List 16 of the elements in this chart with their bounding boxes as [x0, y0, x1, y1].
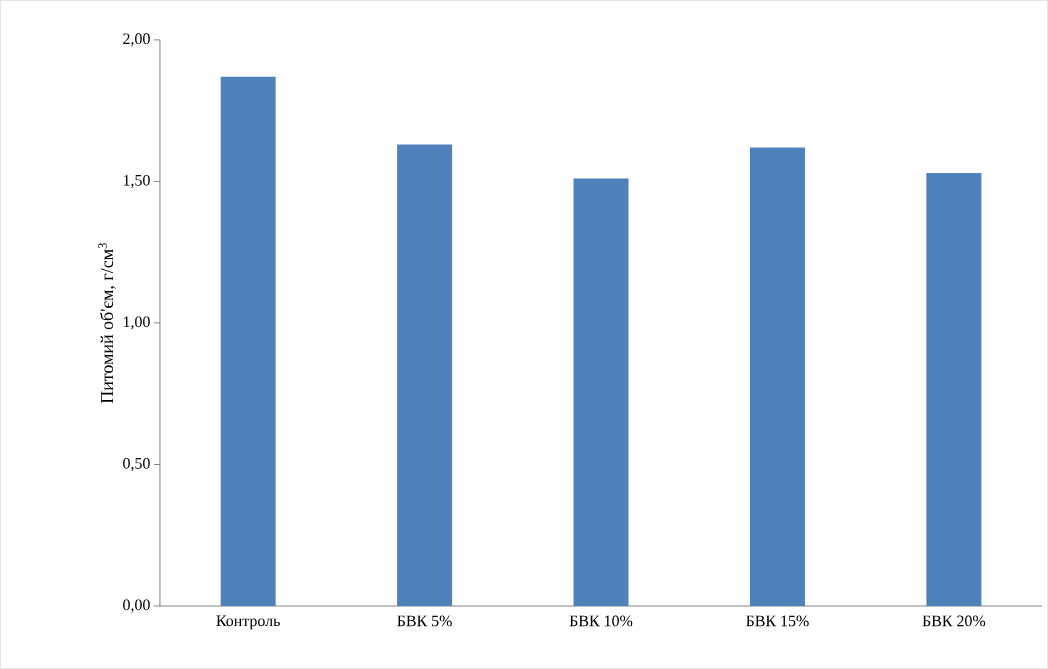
x-tick-label: БВК 10% — [569, 615, 633, 627]
y-tick-label: 2,00 — [123, 33, 150, 47]
x-tick-label: Контроль — [216, 615, 280, 630]
bar — [397, 144, 453, 607]
bar — [220, 76, 276, 607]
bar — [749, 147, 805, 607]
y-tick-label: 0,00 — [123, 599, 150, 613]
x-tick-label: БВК 15% — [746, 615, 809, 627]
bar — [573, 178, 629, 607]
bar — [926, 172, 982, 607]
x-tick-label: БВК 5% — [397, 615, 452, 627]
y-tick-label: 1,00 — [123, 316, 150, 330]
y-tick-label: 0,50 — [123, 457, 150, 472]
y-axis-title: Питомий об'єм, г/см$^{3}$ — [98, 243, 116, 404]
x-tick-label: БВК 20% — [922, 615, 986, 627]
y-tick-label: 1,50 — [123, 174, 150, 188]
